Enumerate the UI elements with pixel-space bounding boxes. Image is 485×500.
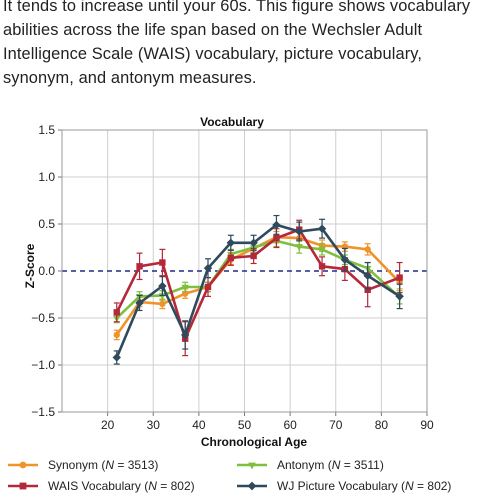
data-point xyxy=(247,481,257,491)
y-tick-label: 1.5 xyxy=(38,123,55,137)
y-tick-label: 1.0 xyxy=(38,170,55,184)
data-point xyxy=(364,246,371,253)
data-point xyxy=(159,300,166,308)
data-point xyxy=(318,263,326,270)
data-point xyxy=(248,462,256,470)
data-point xyxy=(340,255,350,264)
data-point xyxy=(317,224,327,233)
y-axis-title: Z-Score xyxy=(23,243,37,288)
data-point xyxy=(136,263,143,270)
data-point xyxy=(363,271,372,280)
data-point xyxy=(295,244,303,251)
legend-item-0: Synonym (N = 3513) xyxy=(8,458,158,472)
x-tick-label: 90 xyxy=(420,418,434,432)
chart-series xyxy=(112,214,404,365)
y-tick-label: −0.5 xyxy=(31,311,55,325)
legend-label: WJ Picture Vocabulary (N = 802) xyxy=(277,479,451,493)
data-point xyxy=(273,234,280,242)
data-point xyxy=(113,309,120,316)
data-point xyxy=(227,254,235,262)
data-point xyxy=(395,292,404,301)
x-axis-title: Chronological Age xyxy=(201,435,308,449)
plot-frame xyxy=(61,129,428,413)
series-0 xyxy=(113,230,403,341)
y-tick-label: −1.5 xyxy=(31,405,55,419)
y-tick-label: 0.5 xyxy=(38,217,55,231)
chart-axes: 1.5 1.0 0.5 0.0 −0.5 −1.0 −1.5 20 30 40 50 60 70 80 90 xyxy=(31,123,434,432)
data-point xyxy=(159,259,166,266)
data-point xyxy=(113,331,120,339)
legend-label: Synonym (N = 3513) xyxy=(48,458,158,472)
data-point xyxy=(396,274,403,281)
data-point xyxy=(19,461,27,469)
chart-legend: Synonym (N = 3513) Antonym (N = 3511) WAIS… xyxy=(8,458,451,493)
intro-paragraph: It tends to increase until your 60s. Thi… xyxy=(3,0,471,87)
data-point xyxy=(19,482,27,490)
data-point xyxy=(203,263,213,273)
x-tick-label: 60 xyxy=(283,418,297,432)
data-point xyxy=(364,286,371,293)
data-point xyxy=(180,330,190,340)
data-point xyxy=(158,281,167,291)
x-tick-label: 40 xyxy=(192,418,206,432)
y-tick-label: 0.0 xyxy=(38,264,55,278)
data-point xyxy=(135,298,144,308)
data-point xyxy=(181,284,189,292)
data-point xyxy=(226,238,236,247)
x-tick-label: 50 xyxy=(238,418,252,432)
legend-item-1: Antonym (N = 3511) xyxy=(237,458,384,472)
data-point xyxy=(249,238,258,247)
x-tick-label: 20 xyxy=(101,418,115,432)
data-point xyxy=(272,220,281,230)
data-point xyxy=(204,283,212,291)
legend-item-3: WJ Picture Vocabulary (N = 802) xyxy=(237,479,451,493)
x-tick-label: 80 xyxy=(375,418,389,432)
legend-label: WAIS Vocabulary (N = 802) xyxy=(48,479,195,493)
data-point xyxy=(250,252,257,260)
x-tick-label: 70 xyxy=(329,418,343,432)
legend-label: Antonym (N = 3511) xyxy=(277,458,384,472)
legend-item-2: WAIS Vocabulary (N = 802) xyxy=(8,479,195,493)
x-tick-label: 30 xyxy=(147,418,161,432)
data-point xyxy=(318,247,326,254)
chart-title: Vocabulary xyxy=(200,115,264,129)
series-3 xyxy=(112,214,404,365)
y-tick-label: −1.0 xyxy=(31,358,55,372)
data-point xyxy=(112,353,121,362)
data-point xyxy=(295,227,304,236)
